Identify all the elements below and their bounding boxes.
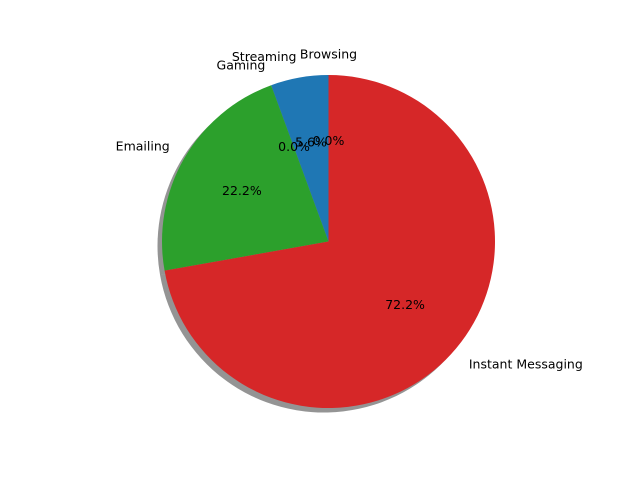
pie-slices [162,75,495,408]
slice-label-emailing: Emailing [116,138,170,153]
pct-label-streaming: 5.6% [295,135,327,150]
slice-label-streaming: Streaming [232,49,297,64]
pie-labels: Browsing 0.0% Streaming 5.6% Gaming 0.0% Email… [116,46,583,371]
pct-label-instant-messaging: 72.2% [385,297,425,312]
slice-streaming [271,75,329,242]
slice-instant-messaging [164,75,495,408]
pct-label-browsing: 0.0% [313,133,345,148]
slice-label-browsing: Browsing [300,46,357,61]
slice-emailing [162,85,329,271]
slice-label-instant-messaging: Instant Messaging [469,357,583,372]
pct-label-emailing: 22.2% [222,183,262,198]
pct-label-gaming: 0.0% [278,139,310,154]
slice-label-gaming: Gaming [217,58,266,73]
